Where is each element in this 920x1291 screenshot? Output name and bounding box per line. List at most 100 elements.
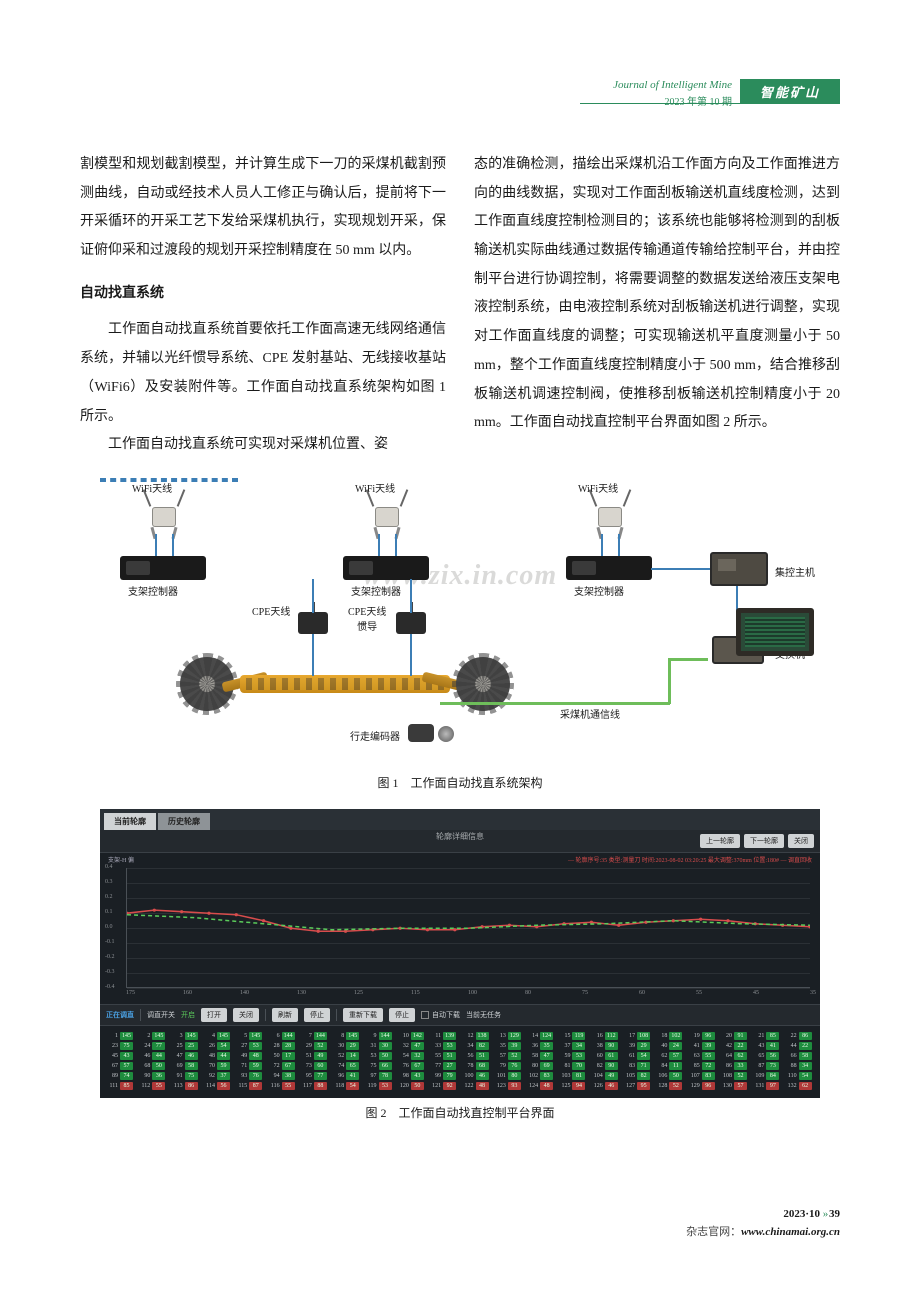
data-cell[interactable]: 4644 [138,1052,167,1060]
data-cell[interactable]: 12393 [494,1082,523,1090]
data-cell[interactable]: 11655 [268,1082,297,1090]
data-cell[interactable]: 13197 [752,1082,781,1090]
data-cell[interactable]: 9175 [171,1072,200,1080]
data-cell[interactable]: 12646 [591,1082,620,1090]
data-cell[interactable]: 2286 [785,1032,814,1040]
data-cell[interactable]: 11587 [235,1082,264,1090]
data-cell[interactable]: 3029 [332,1042,361,1050]
stop-button[interactable]: 停止 [304,1008,330,1022]
data-cell[interactable]: 9641 [332,1072,361,1080]
data-cell[interactable]: 4341 [752,1042,781,1050]
data-cell[interactable]: 3247 [397,1042,426,1050]
data-cell[interactable]: 18102 [655,1032,684,1040]
data-cell[interactable]: 10283 [526,1072,555,1080]
data-cell[interactable]: 10650 [655,1072,684,1080]
data-cell[interactable]: 11139 [429,1032,458,1040]
data-cell[interactable]: 7976 [494,1062,523,1070]
data-cell[interactable]: 6154 [623,1052,652,1060]
data-cell[interactable]: 5214 [332,1052,361,1060]
data-cell[interactable]: 5017 [268,1052,297,1060]
data-cell[interactable]: 9843 [397,1072,426,1080]
data-cell[interactable]: 2145 [138,1032,167,1040]
data-cell[interactable]: 10180 [494,1072,523,1080]
data-cell[interactable]: 11386 [171,1082,200,1090]
data-cell[interactable]: 10449 [591,1072,620,1080]
data-cell[interactable]: 7465 [332,1062,361,1070]
data-cell[interactable]: 5350 [365,1052,394,1060]
data-cell[interactable]: 2091 [720,1032,749,1040]
data-cell[interactable]: 11854 [332,1082,361,1090]
data-cell[interactable]: 5432 [397,1052,426,1060]
data-cell[interactable]: 3734 [558,1042,587,1050]
data-cell[interactable]: 9577 [300,1072,329,1080]
data-cell[interactable]: 6556 [752,1052,781,1060]
data-cell[interactable]: 12852 [655,1082,684,1090]
close-button[interactable]: 关闭 [233,1008,259,1022]
data-cell[interactable]: 8974 [106,1072,135,1080]
data-cell[interactable]: 8170 [558,1062,587,1070]
data-cell[interactable]: 12138 [462,1032,491,1040]
data-cell[interactable]: 10783 [688,1072,717,1080]
data-cell[interactable]: 11185 [106,1082,135,1090]
data-cell[interactable]: 6958 [171,1062,200,1070]
data-cell[interactable]: 10984 [752,1072,781,1080]
data-cell[interactable]: 1996 [688,1032,717,1040]
data-cell[interactable]: 5953 [558,1052,587,1060]
refresh-button[interactable]: 刷新 [272,1008,298,1022]
data-cell[interactable]: 6850 [138,1062,167,1070]
data-cell[interactable]: 9144 [365,1032,394,1040]
data-cell[interactable]: 4222 [720,1042,749,1050]
data-cell[interactable]: 9778 [365,1072,394,1080]
data-cell[interactable]: 16112 [591,1032,620,1040]
data-cell[interactable]: 6061 [591,1052,620,1060]
data-cell[interactable]: 6757 [106,1062,135,1070]
data-cell[interactable]: 11788 [300,1082,329,1090]
data-cell[interactable]: 14124 [526,1032,555,1040]
data-cell[interactable]: 2828 [268,1042,297,1050]
data-cell[interactable]: 5551 [429,1052,458,1060]
data-cell[interactable]: 10142 [397,1032,426,1040]
data-cell[interactable]: 2753 [235,1042,264,1050]
data-cell[interactable]: 9438 [268,1072,297,1080]
data-cell[interactable]: 5145 [235,1032,264,1040]
data-cell[interactable]: 13129 [494,1032,523,1040]
data-cell[interactable]: 8572 [688,1062,717,1070]
data-cell[interactable]: 8145 [332,1032,361,1040]
auto-checkbox[interactable]: 自动下载 [421,1010,460,1020]
data-cell[interactable]: 3890 [591,1042,620,1050]
data-cell[interactable]: 10852 [720,1072,749,1080]
data-cell[interactable]: 12795 [623,1082,652,1090]
data-cell[interactable]: 4844 [203,1052,232,1060]
data-cell[interactable]: 9036 [138,1072,167,1080]
data-cell[interactable]: 8834 [785,1062,814,1070]
data-cell[interactable]: 3929 [623,1042,652,1050]
data-cell[interactable]: 4746 [171,1052,200,1060]
data-cell[interactable]: 7727 [429,1062,458,1070]
next-profile-button[interactable]: 下一轮廓 [744,834,784,848]
data-cell[interactable]: 8069 [526,1062,555,1070]
data-cell[interactable]: 9376 [235,1072,264,1080]
data-cell[interactable]: 2654 [203,1042,232,1050]
data-cell[interactable]: 7667 [397,1062,426,1070]
data-cell[interactable]: 12996 [688,1082,717,1090]
redownload-button[interactable]: 重新下载 [343,1008,383,1022]
prev-profile-button[interactable]: 上一轮廓 [700,834,740,848]
data-cell[interactable]: 7868 [462,1062,491,1070]
data-cell[interactable]: 8290 [591,1062,620,1070]
data-cell[interactable]: 7059 [203,1062,232,1070]
data-cell[interactable]: 8773 [752,1062,781,1070]
data-cell[interactable]: 4139 [688,1042,717,1050]
data-cell[interactable]: 12248 [462,1082,491,1090]
data-cell[interactable]: 2477 [138,1042,167,1050]
stop-button-2[interactable]: 停止 [389,1008,415,1022]
data-cell[interactable]: 3635 [526,1042,555,1050]
data-cell[interactable]: 3539 [494,1042,523,1050]
data-cell[interactable]: 12050 [397,1082,426,1090]
data-cell[interactable]: 9979 [429,1072,458,1080]
data-cell[interactable]: 8633 [720,1062,749,1070]
data-cell[interactable]: 4145 [203,1032,232,1040]
data-cell[interactable]: 2525 [171,1042,200,1050]
data-cell[interactable]: 11953 [365,1082,394,1090]
data-cell[interactable]: 2375 [106,1042,135,1050]
data-cell[interactable]: 12594 [558,1082,587,1090]
